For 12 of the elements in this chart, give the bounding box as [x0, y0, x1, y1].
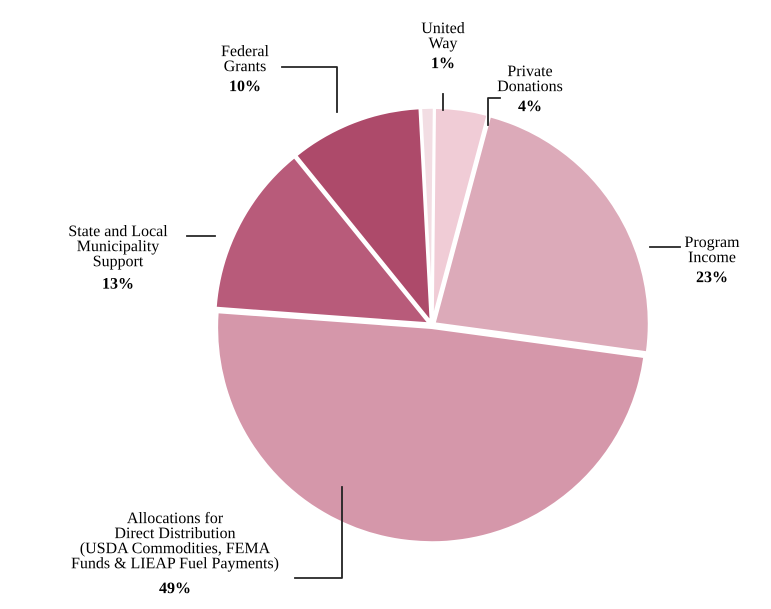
slice-label: Private Donations: [498, 66, 562, 92]
slice-label: Program Income: [684, 236, 740, 262]
slice-label: United Way: [422, 22, 465, 52]
data-label: 49%: [159, 582, 190, 594]
data-label: 10%: [230, 80, 260, 92]
slice-label: State and Local Municipality Support: [69, 225, 168, 270]
data-label: 23%: [696, 271, 726, 282]
slice-label: Allocations for Direct Distribution (USDA Commodities, FEMA Funds & LIEAP Fuel Payments): [71, 512, 278, 572]
data-label: 13%: [103, 278, 132, 289]
slice-label: Federal Grants: [222, 45, 269, 72]
data-label: 1%: [432, 57, 454, 68]
data-label: 4%: [518, 100, 540, 112]
